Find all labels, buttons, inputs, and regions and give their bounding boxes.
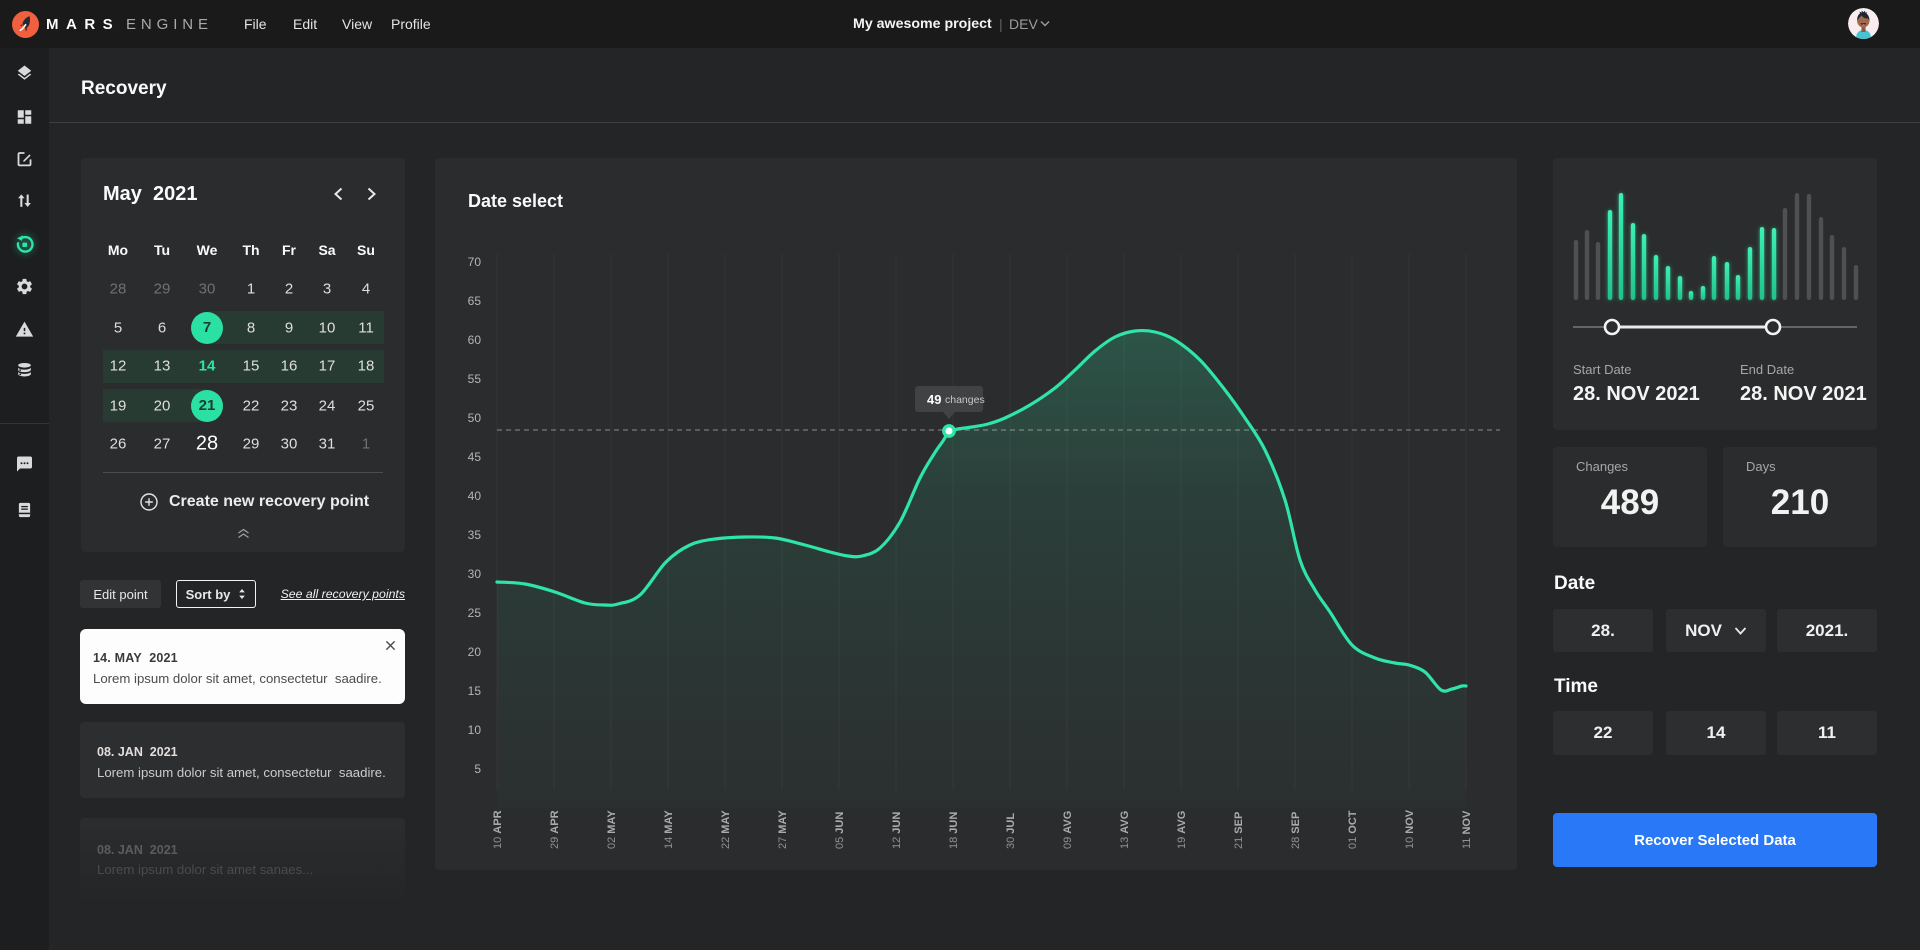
svg-text:02 MAY: 02 MAY — [606, 810, 618, 849]
svg-text:11 NOV: 11 NOV — [1461, 810, 1473, 849]
svg-text:05 JUN: 05 JUN — [834, 812, 846, 849]
svg-text:29 APR: 29 APR — [549, 810, 561, 849]
svg-text:30 JUL: 30 JUL — [1005, 813, 1017, 849]
svg-text:12 JUN: 12 JUN — [891, 812, 903, 849]
svg-text:5: 5 — [474, 762, 481, 776]
svg-text:15: 15 — [468, 684, 482, 698]
svg-text:50: 50 — [468, 411, 482, 425]
svg-text:19 AVG: 19 AVG — [1176, 811, 1188, 849]
svg-text:65: 65 — [468, 294, 482, 308]
svg-text:60: 60 — [468, 333, 482, 347]
svg-text:45: 45 — [468, 450, 482, 464]
svg-text:10 APR: 10 APR — [492, 810, 504, 849]
svg-text:13 AVG: 13 AVG — [1119, 811, 1131, 849]
svg-text:14 MAY: 14 MAY — [663, 810, 675, 849]
svg-text:49: 49 — [927, 392, 941, 407]
svg-text:10: 10 — [468, 723, 482, 737]
svg-text:09 AVG: 09 AVG — [1062, 811, 1074, 849]
svg-text:30: 30 — [468, 567, 482, 581]
svg-text:20: 20 — [468, 645, 482, 659]
svg-text:21 SEP: 21 SEP — [1233, 812, 1245, 849]
svg-text:28 SEP: 28 SEP — [1290, 812, 1302, 849]
svg-text:27 MAY: 27 MAY — [777, 810, 789, 849]
svg-text:35: 35 — [468, 528, 482, 542]
svg-text:25: 25 — [468, 606, 482, 620]
svg-text:10 NOV: 10 NOV — [1404, 809, 1416, 849]
svg-text:18 JUN: 18 JUN — [948, 812, 960, 849]
svg-text:40: 40 — [468, 489, 482, 503]
svg-text:22 MAY: 22 MAY — [720, 810, 732, 849]
svg-text:01 OCT: 01 OCT — [1347, 810, 1359, 849]
svg-text:55: 55 — [468, 372, 482, 386]
svg-text:70: 70 — [468, 255, 482, 269]
svg-text:changes: changes — [945, 394, 985, 406]
